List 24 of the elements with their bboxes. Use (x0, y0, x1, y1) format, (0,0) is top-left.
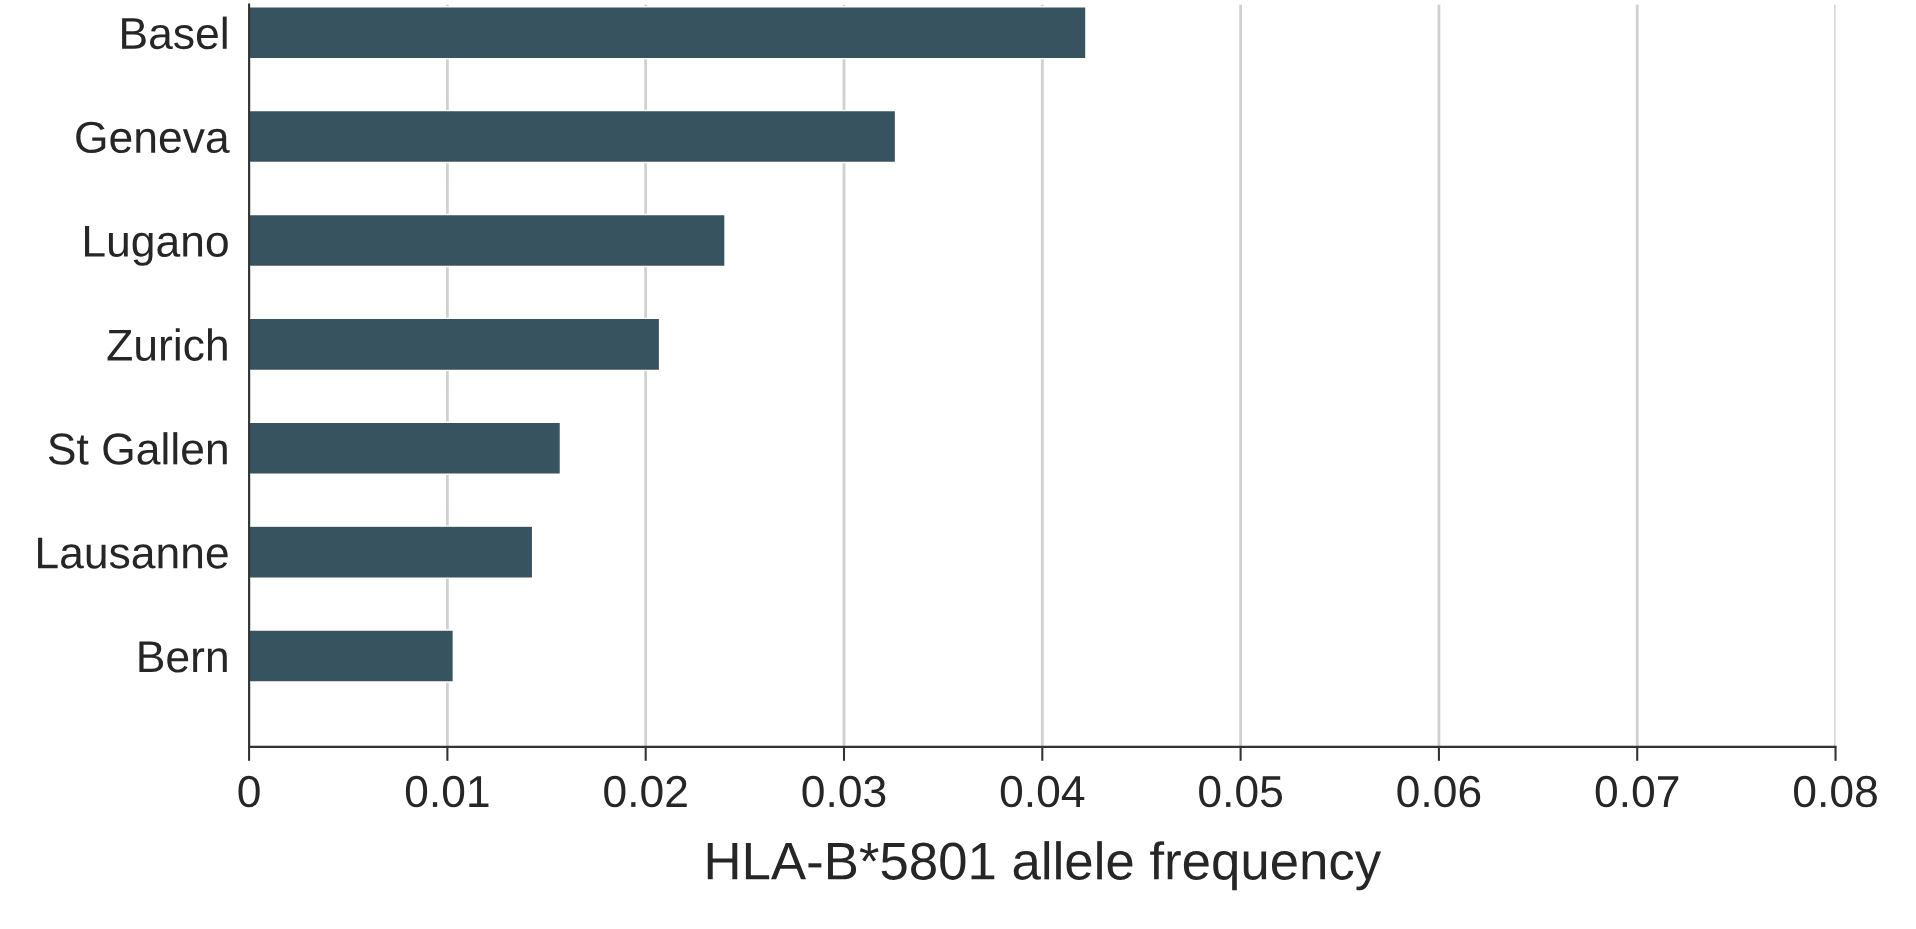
bar (249, 6, 1087, 60)
x-tick-label: 0.04 (1000, 775, 1085, 808)
bar (249, 525, 534, 579)
y-tick-label: St Gallen (48, 432, 227, 465)
x-tick-label: 0.06 (1397, 775, 1481, 808)
bar (249, 213, 726, 268)
y-tick-label: Lausanne (38, 537, 228, 569)
bar (249, 317, 661, 372)
x-tick-label: 0.03 (802, 775, 886, 808)
x-axis-title: HLA-B*5801 allele frequency (707, 841, 1382, 891)
y-tick-label: Lugano (84, 226, 228, 266)
x-tick-label: 0.07 (1595, 775, 1679, 808)
bar (249, 109, 897, 164)
x-tick-label: 0.01 (405, 775, 489, 808)
y-tick-label: Basel (122, 16, 227, 50)
x-tick-label: 0 (238, 775, 260, 808)
x-tick-label: 0.08 (1794, 775, 1877, 808)
y-tick-label: Zurich (107, 328, 227, 361)
bar (249, 629, 455, 683)
y-tick-label: Bern (139, 641, 227, 673)
y-tick-label: Geneva (76, 121, 230, 154)
x-tick-label: 0.02 (604, 775, 687, 808)
x-tick-label: 0.05 (1199, 775, 1282, 808)
bar (249, 421, 562, 475)
